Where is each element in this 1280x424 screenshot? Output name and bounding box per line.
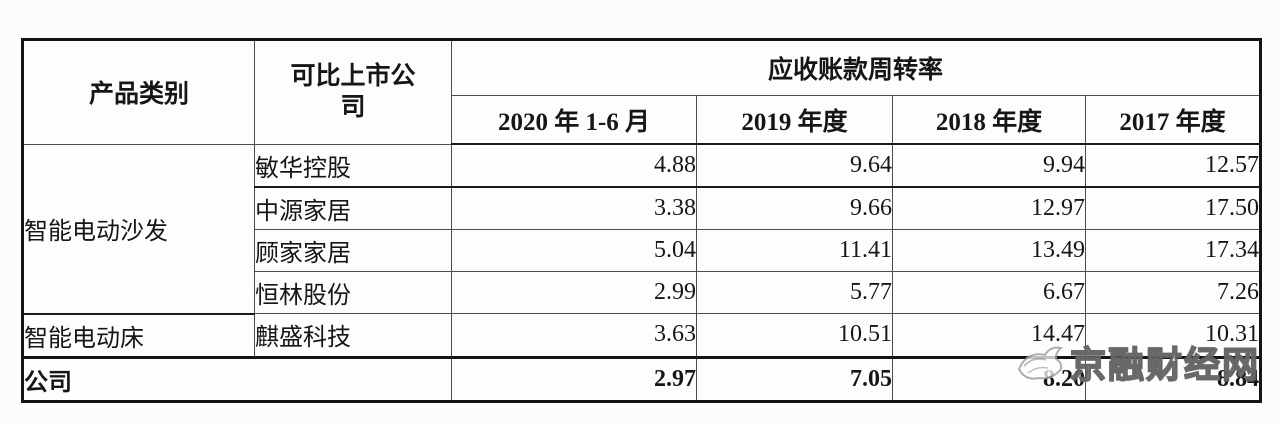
header-comparable-companies-label: 可比上市公司 xyxy=(290,63,416,122)
value-cell: 12.97 xyxy=(892,186,1086,230)
category-cell-smart-bed: 智能电动床 xyxy=(22,313,255,359)
value-cell: 4.88 xyxy=(451,143,697,188)
value-cell: 7.05 xyxy=(696,356,893,402)
value-cell: 2.99 xyxy=(451,271,697,314)
value-cell: 10.51 xyxy=(696,313,893,359)
company-cell: 敏华控股 xyxy=(254,143,452,188)
value-cell: 5.77 xyxy=(696,271,893,314)
company-total-label: 公司 xyxy=(22,356,452,402)
receivables-turnover-table: 产品类别 可比上市公司 应收账款周转率 2020 年 1-6 月 2019 年度… xyxy=(21,38,1262,403)
company-cell: 恒林股份 xyxy=(254,271,452,314)
company-cell: 麒盛科技 xyxy=(254,313,452,359)
header-comparable-companies: 可比上市公司 xyxy=(254,39,452,145)
value-cell: 8.20 xyxy=(892,356,1086,402)
category-cell-smart-sofa: 智能电动沙发 xyxy=(22,143,255,315)
value-cell: 5.04 xyxy=(451,229,697,272)
header-period-2019: 2019 年度 xyxy=(696,95,893,145)
header-product-category: 产品类别 xyxy=(22,39,255,145)
value-cell: 8.84 xyxy=(1085,356,1261,402)
header-period-2020-h1: 2020 年 1-6 月 xyxy=(451,95,697,145)
value-cell: 17.34 xyxy=(1085,229,1261,272)
value-cell: 10.31 xyxy=(1085,313,1261,359)
value-cell: 3.38 xyxy=(451,186,697,230)
header-period-2017: 2017 年度 xyxy=(1085,95,1261,145)
value-cell: 13.49 xyxy=(892,229,1086,272)
value-cell: 6.67 xyxy=(892,271,1086,314)
value-cell: 9.64 xyxy=(696,143,893,188)
value-cell: 3.63 xyxy=(451,313,697,359)
value-cell: 9.94 xyxy=(892,143,1086,188)
company-cell: 中源家居 xyxy=(254,186,452,230)
company-cell: 顾家家居 xyxy=(254,229,452,272)
value-cell: 14.47 xyxy=(892,313,1086,359)
table-row-henglin: 恒林股份 2.99 5.77 6.67 7.26 xyxy=(23,271,1261,314)
value-cell: 17.50 xyxy=(1085,186,1261,230)
value-cell: 7.26 xyxy=(1085,271,1261,314)
value-cell: 2.97 xyxy=(451,356,697,402)
value-cell: 9.66 xyxy=(696,186,893,230)
value-cell: 11.41 xyxy=(696,229,893,272)
table-row-minhua: 智能电动沙发 敏华控股 4.88 9.64 9.94 12.57 xyxy=(22,143,1261,315)
table-row-qisheng: 智能电动床 麒盛科技 3.63 10.51 14.47 10.31 xyxy=(22,313,1261,359)
header-metric-title: 应收账款周转率 xyxy=(451,39,1261,96)
header-period-2018: 2018 年度 xyxy=(892,95,1086,145)
value-cell: 12.57 xyxy=(1085,143,1261,188)
table-row-company-total: 公司 2.97 7.05 8.20 8.84 xyxy=(22,356,1261,402)
